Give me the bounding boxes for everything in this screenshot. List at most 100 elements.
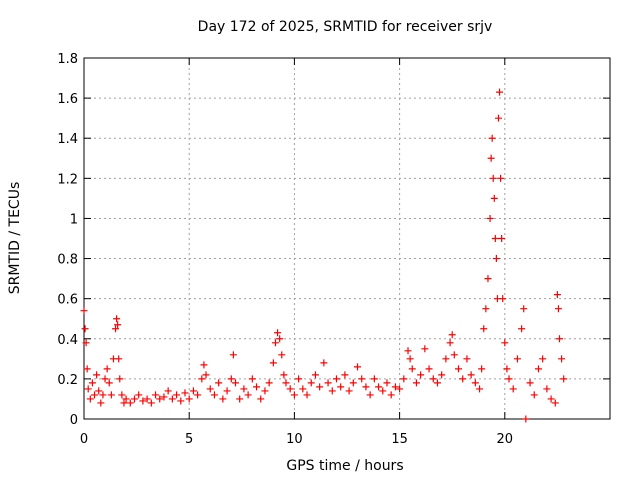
data-point [143, 395, 151, 403]
data-point [114, 321, 122, 329]
data-point [362, 383, 370, 391]
data-point [513, 355, 521, 363]
data-point [112, 325, 120, 333]
data-point [194, 391, 202, 399]
data-point [156, 395, 164, 403]
x-tick-label: 0 [80, 432, 88, 447]
y-axis-label: SRMTID / TECUs [7, 182, 23, 295]
data-point [95, 387, 103, 395]
data-point [135, 391, 143, 399]
data-point [404, 347, 412, 355]
data-point [400, 375, 408, 383]
data-point [484, 275, 492, 283]
data-point [425, 365, 433, 373]
data-point [253, 383, 261, 391]
data-point [396, 385, 404, 393]
data-point [88, 379, 96, 387]
data-point [442, 355, 450, 363]
data-point [97, 399, 105, 407]
data-point [554, 305, 562, 313]
data-point [530, 391, 538, 399]
data-point [316, 383, 324, 391]
x-tick-label: 10 [286, 432, 303, 447]
data-point [80, 307, 88, 315]
data-point [486, 214, 494, 222]
data-points [80, 88, 568, 423]
data-point [551, 399, 559, 407]
data-point [118, 391, 126, 399]
data-point [105, 379, 113, 387]
data-point [189, 387, 197, 395]
data-point [210, 391, 218, 399]
data-point [280, 371, 288, 379]
data-point [261, 387, 269, 395]
data-point [459, 375, 467, 383]
data-point [463, 355, 471, 363]
data-point [173, 391, 181, 399]
data-point [391, 383, 399, 391]
data-point [244, 391, 252, 399]
data-point [276, 335, 284, 343]
data-point [379, 387, 387, 395]
ticks-layer: 0 0.2 0.4 0.6 0.8 1 1.2 1.4 1.6 1.8 0 5 10 15 20 [57, 52, 610, 447]
data-point [324, 379, 332, 387]
data-point [269, 359, 277, 367]
plot-frame [83, 57, 611, 420]
data-point [489, 174, 497, 182]
data-point [494, 114, 502, 122]
data-point [290, 391, 298, 399]
data-point [491, 235, 499, 242]
data-point [490, 194, 498, 202]
data-point [82, 339, 90, 347]
y-tick-label: 1.4 [57, 132, 78, 147]
x-tick-label: 20 [497, 432, 514, 447]
data-point [198, 375, 206, 383]
data-point [366, 391, 374, 399]
data-point [488, 134, 496, 142]
data-point [113, 315, 121, 323]
data-point [337, 383, 345, 391]
data-point [101, 375, 109, 383]
data-point [556, 335, 564, 343]
y-tick-label: 0.6 [57, 293, 78, 308]
data-point [181, 389, 189, 397]
data-point [492, 255, 500, 263]
data-point [152, 391, 160, 399]
data-point [274, 329, 282, 337]
data-point [387, 391, 395, 399]
x-axis-label: GPS time / hours [286, 458, 403, 474]
y-tick-label: 0 [70, 413, 78, 428]
data-point [328, 387, 336, 395]
x-tick-label: 15 [391, 432, 408, 447]
data-point [421, 345, 429, 353]
y-tick-label: 0.4 [57, 333, 78, 348]
y-tick-label: 0.8 [57, 253, 78, 268]
y-tick-label: 1.8 [57, 52, 78, 67]
data-point [83, 365, 91, 373]
data-point [332, 375, 340, 383]
y-tick-label: 1.2 [57, 172, 78, 187]
data-point [223, 387, 231, 395]
data-point [202, 371, 210, 379]
data-point [122, 395, 130, 403]
data-point [383, 379, 391, 387]
data-point [307, 379, 315, 387]
data-point [476, 385, 484, 393]
data-point [505, 375, 513, 383]
y-tick-label: 1.6 [57, 92, 78, 107]
data-point [560, 375, 568, 383]
data-point [299, 385, 307, 393]
data-point [354, 363, 362, 371]
data-point [518, 325, 526, 333]
data-point [231, 379, 239, 387]
data-point [311, 371, 319, 379]
data-point [91, 391, 99, 399]
y-tick-label: 0.2 [57, 373, 78, 388]
data-point [84, 385, 92, 393]
data-point [438, 371, 446, 379]
data-point [522, 415, 530, 423]
data-point [498, 235, 506, 242]
data-point [450, 351, 458, 359]
data-point [215, 379, 223, 387]
data-point [160, 393, 168, 401]
